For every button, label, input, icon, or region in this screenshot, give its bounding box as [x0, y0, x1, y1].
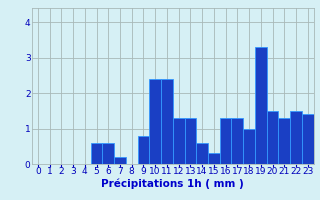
Bar	[267, 111, 278, 164]
Bar	[114, 157, 126, 164]
Bar	[173, 118, 185, 164]
Bar	[255, 47, 267, 164]
Bar	[243, 129, 255, 164]
Bar	[290, 111, 302, 164]
Bar	[220, 118, 231, 164]
Bar	[302, 114, 314, 164]
Bar	[91, 143, 102, 164]
Bar	[102, 143, 114, 164]
Bar	[185, 118, 196, 164]
Bar	[196, 143, 208, 164]
Bar	[278, 118, 290, 164]
Bar	[161, 79, 173, 164]
Bar	[208, 153, 220, 164]
Bar	[138, 136, 149, 164]
X-axis label: Précipitations 1h ( mm ): Précipitations 1h ( mm )	[101, 179, 244, 189]
Bar	[231, 118, 243, 164]
Bar	[149, 79, 161, 164]
